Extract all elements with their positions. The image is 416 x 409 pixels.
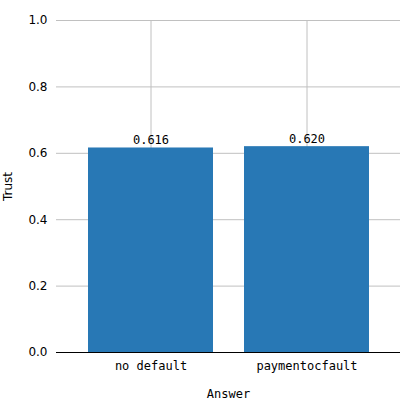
svg-text:0.616: 0.616: [133, 133, 169, 147]
svg-text:0.2: 0.2: [28, 279, 47, 293]
svg-text:paymentocfault: paymentocfault: [256, 359, 357, 373]
svg-text:0.620: 0.620: [289, 132, 325, 146]
svg-text:Answer: Answer: [207, 387, 250, 401]
svg-text:no default: no default: [115, 359, 187, 373]
svg-text:Trust: Trust: [1, 172, 15, 202]
svg-text:0.0: 0.0: [28, 345, 47, 359]
svg-text:0.8: 0.8: [28, 80, 47, 94]
svg-text:1.0: 1.0: [28, 13, 47, 27]
svg-text:0.4: 0.4: [28, 213, 47, 227]
svg-text:0.6: 0.6: [28, 146, 47, 160]
